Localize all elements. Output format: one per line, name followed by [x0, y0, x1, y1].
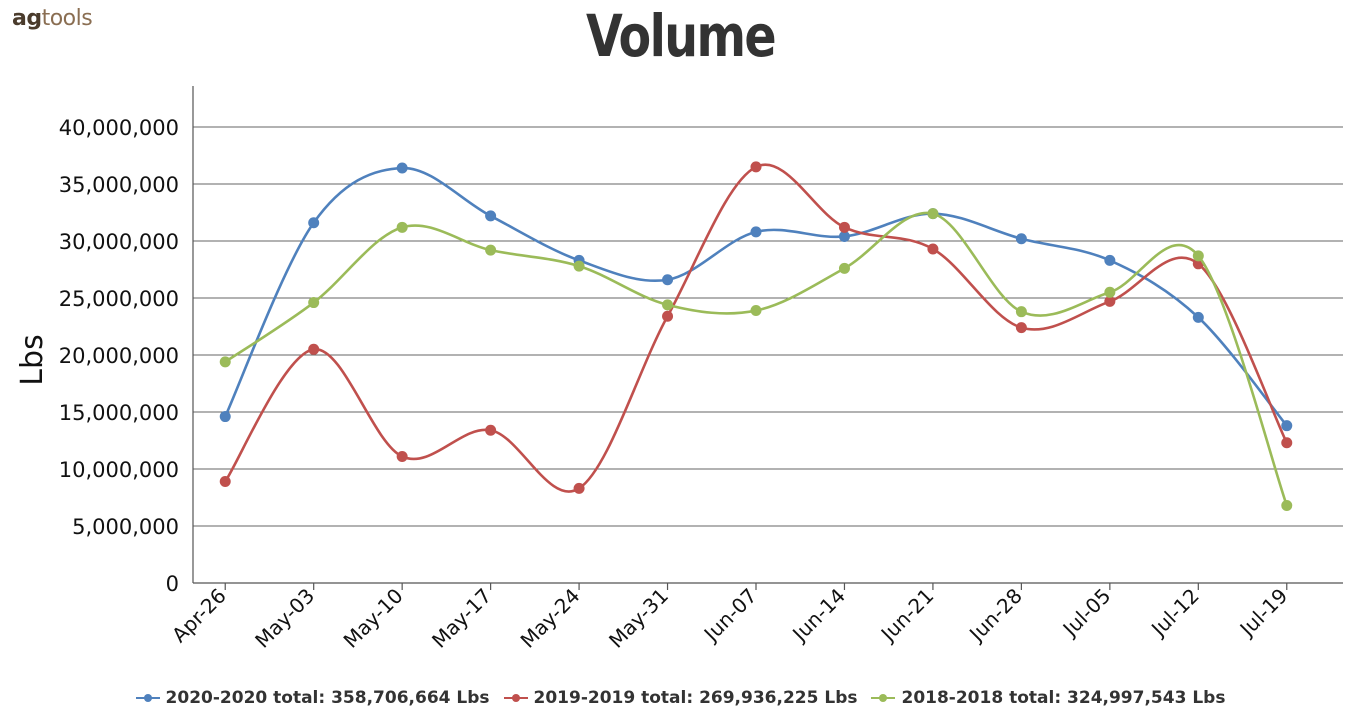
y-tick-label: 35,000,000: [59, 173, 179, 197]
y-tick-labels: 0 5,000,000 10,000,000 15,000,000 20,000,000…: [59, 116, 179, 596]
series-layer: [219, 161, 1293, 511]
data-point-2020-2020-Jun-07: [750, 226, 762, 238]
data-point-2019-2019-Jun-28: [1015, 322, 1027, 334]
data-point-2020-2020-Jun-28: [1015, 233, 1027, 245]
x-tick-label: Jul-12: [1145, 584, 1204, 643]
y-tick-label: 0: [166, 572, 179, 596]
data-point-2018-2018-May-10: [396, 221, 408, 233]
y-axis-label: Lbs: [15, 334, 50, 385]
data-point-2020-2020-Apr-26: [219, 411, 231, 423]
y-tick-label: 40,000,000: [59, 116, 179, 140]
data-point-2019-2019-Jun-07: [750, 161, 762, 173]
data-point-2020-2020-May-31: [662, 274, 674, 286]
y-tick-label: 30,000,000: [59, 230, 179, 254]
data-point-2020-2020-Jul-12: [1192, 311, 1204, 323]
y-tick-label: 5,000,000: [72, 515, 179, 539]
x-tick-label: Jun-07: [698, 584, 762, 648]
legend-item-2019-2019[interactable]: 2019-2019 total: 269,936,225 Lbs: [503, 688, 858, 708]
series-2018-2018: [219, 208, 1293, 511]
series-2020-2020: [219, 162, 1293, 432]
x-tick-label: Jun-21: [875, 584, 939, 648]
axes: [192, 86, 1343, 590]
x-tick-label: May-31: [604, 584, 673, 653]
data-point-2018-2018-May-24: [573, 260, 585, 272]
series-2019-2019: [219, 161, 1293, 494]
series-line-2018-2018: [224, 211, 1288, 506]
data-point-2019-2019-May-24: [573, 482, 585, 494]
data-point-2019-2019-Jun-21: [927, 243, 939, 255]
legend-item-2018-2018[interactable]: 2018-2018 total: 324,997,543 Lbs: [871, 688, 1225, 708]
data-point-2020-2020-May-03: [308, 217, 320, 229]
data-point-2020-2020-Jul-05: [1104, 254, 1116, 266]
data-point-2018-2018-Apr-26: [219, 356, 231, 368]
logo-part-tools: tools: [41, 6, 93, 31]
data-point-2019-2019-Jul-19: [1281, 437, 1293, 449]
y-tick-label: 20,000,000: [59, 344, 179, 368]
x-tick-label: May-24: [516, 584, 585, 653]
x-tick-label: May-17: [427, 584, 496, 653]
data-point-2020-2020-May-10: [396, 162, 408, 174]
data-point-2018-2018-May-17: [485, 244, 497, 256]
data-point-2018-2018-May-31: [662, 299, 674, 311]
legend-label: 2018-2018 total: 324,997,543 Lbs: [901, 688, 1226, 708]
data-point-2018-2018-Jun-28: [1015, 306, 1027, 318]
y-tick-label: 10,000,000: [59, 458, 179, 482]
legend-swatch: [503, 692, 528, 704]
series-line-2020-2020: [224, 166, 1288, 427]
data-point-2020-2020-Jul-19: [1281, 420, 1293, 432]
legend-swatch: [135, 692, 160, 704]
series-line-2019-2019: [224, 163, 1288, 493]
legend-label: 2019-2019 total: 269,936,225 Lbs: [533, 688, 858, 708]
legend-label: 2020-2020 total: 358,706,664 Lbs: [165, 688, 490, 708]
chart-title: Volume: [585, 2, 777, 70]
data-point-2018-2018-Jul-12: [1192, 250, 1204, 262]
legend-swatch: [871, 692, 896, 704]
data-point-2018-2018-Jul-19: [1281, 499, 1293, 511]
data-point-2018-2018-Jun-07: [750, 305, 762, 317]
y-tick-label: 25,000,000: [59, 287, 179, 311]
data-point-2018-2018-Jun-21: [927, 208, 939, 220]
agtools-logo: agtools: [12, 6, 93, 31]
grid-lines: [193, 126, 1343, 527]
data-point-2019-2019-Jul-05: [1104, 295, 1116, 307]
data-point-2020-2020-May-17: [485, 210, 497, 222]
data-point-2018-2018-Jul-05: [1104, 286, 1116, 298]
x-tick-label: Jun-28: [963, 584, 1027, 648]
data-point-2019-2019-May-10: [396, 450, 408, 462]
data-point-2019-2019-May-03: [308, 343, 320, 355]
legend-item-2020-2020[interactable]: 2020-2020 total: 358,706,664 Lbs: [135, 688, 490, 708]
data-point-2020-2020-Jun-14: [838, 230, 850, 242]
logo-part-ag: ag: [12, 6, 42, 31]
x-tick-label: Jun-14: [786, 584, 850, 648]
data-point-2019-2019-Jun-14: [838, 221, 850, 233]
x-tick-label: Jul-19: [1234, 584, 1293, 643]
x-tick-label: May-03: [250, 584, 319, 653]
x-tick-labels: Apr-26 May-03 May-10 May-17 May-24 May-31 Jun-…: [167, 584, 1292, 653]
y-tick-label: 15,000,000: [59, 401, 179, 425]
data-point-2019-2019-Apr-26: [219, 476, 231, 488]
legend: 2020-2020 total: 358,706,664 Lbs 2019-201…: [0, 688, 1361, 709]
data-point-2018-2018-Jun-14: [838, 262, 850, 274]
data-point-2019-2019-May-31: [662, 310, 674, 322]
x-tick-label: Jul-05: [1057, 584, 1116, 643]
data-point-2018-2018-May-03: [308, 297, 320, 309]
volume-line-chart: 0 5,000,000 10,000,000 15,000,000 20,000,000…: [15, 86, 1343, 653]
data-point-2019-2019-May-17: [485, 424, 497, 436]
x-tick-label: May-10: [339, 584, 408, 653]
